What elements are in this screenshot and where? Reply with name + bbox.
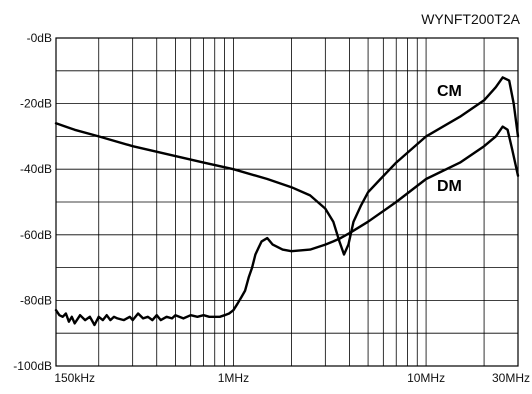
y-tick-label: -100dB	[13, 359, 52, 373]
chart-title: WYNFT200T2A	[421, 11, 520, 27]
series-line-cm	[54, 76, 520, 256]
plot-frame	[55, 37, 519, 367]
series-lines	[54, 76, 520, 327]
y-tick-label: -20dB	[20, 97, 52, 111]
series-line-dm	[54, 125, 520, 327]
x-tick-label: 10MHz	[407, 371, 445, 385]
series-labels: CM DM	[437, 83, 462, 195]
y-axis: -0dB -20dB -40dB -60dB -80dB -100dB	[13, 31, 52, 373]
x-axis: 150kHz 1MHz 10MHz 30MHz	[54, 371, 530, 385]
y-tick-label: -60dB	[20, 228, 52, 242]
series-label-dm: DM	[437, 178, 462, 195]
x-tick-label: 30MHz	[492, 371, 530, 385]
series-label-cm: CM	[437, 83, 462, 100]
y-tick-label: -40dB	[20, 162, 52, 176]
y-tick-label: -80dB	[20, 293, 52, 307]
y-tick-label: -0dB	[27, 31, 52, 45]
x-tick-label: 1MHz	[218, 371, 249, 385]
x-tick-label: 150kHz	[54, 371, 95, 385]
